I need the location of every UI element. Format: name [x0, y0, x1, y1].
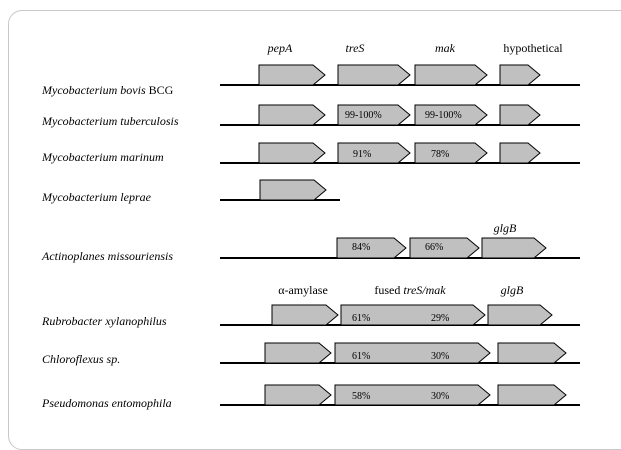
gene-arrow-mak	[414, 104, 488, 126]
gene-arrow-glgB	[487, 304, 553, 326]
identity-percent: 84%	[352, 242, 370, 253]
gene-arrow-glgB	[481, 237, 547, 259]
gene-arrow-hypothetical	[499, 64, 541, 86]
gene-arrow-pepA	[258, 104, 326, 126]
identity-percent: 30%	[431, 351, 449, 362]
gene-arrow-mak	[409, 237, 480, 259]
gene-arrow-glgB	[497, 384, 567, 406]
gene-arrow-fused-treS-mak	[334, 342, 491, 364]
gene-arrow-treS	[336, 237, 407, 259]
gene-arrow-alpha-amylase	[264, 342, 332, 364]
gene-arrow-hypothetical	[499, 104, 541, 126]
header-alpha-amylase: α-amylase	[278, 283, 328, 297]
gene-arrow-treS	[337, 142, 411, 164]
identity-percent: 78%	[431, 149, 449, 160]
organism-label: Actinoplanes missouriensis	[41, 249, 173, 263]
header-fused-treS-mak: fused treS/mak	[374, 283, 446, 297]
organism-label: Mycobacterium leprae	[41, 190, 152, 204]
identity-percent: 61%	[352, 313, 370, 324]
identity-percent: 99-100%	[345, 110, 382, 121]
gene-arrow-alpha-amylase	[264, 384, 332, 406]
organism-label: Rubrobacter xylanophilus	[41, 314, 167, 328]
organism-label: Mycobacterium tuberculosis	[41, 114, 179, 128]
gene-arrow-fused-treS-mak	[334, 384, 491, 406]
fused-genes: treS/mak	[403, 283, 446, 297]
identity-percent: 61%	[352, 351, 370, 362]
fused-prefix: fused	[374, 283, 403, 297]
identity-percent: 99-100%	[425, 110, 462, 121]
header-hypothetical: hypothetical	[503, 41, 563, 55]
gene-arrow-fused-treS-mak	[340, 304, 486, 326]
identity-percent: 66%	[425, 242, 443, 253]
header-treS: treS	[346, 41, 365, 55]
gene-cluster-diagram: pepA treS mak hypothetical glgB α-amylas…	[41, 41, 580, 410]
identity-percent: 30%	[431, 391, 449, 402]
gene-arrow-pepA	[258, 64, 326, 86]
header-mak: mak	[435, 41, 456, 55]
gene-arrow-mak	[414, 64, 488, 86]
identity-percent: 58%	[352, 391, 370, 402]
gene-arrow-alpha-amylase	[271, 304, 339, 326]
gene-arrow-hypothetical	[499, 142, 541, 164]
organism-label: Pseudomonas entomophila	[41, 396, 172, 410]
identity-percent: 91%	[353, 149, 371, 160]
gene-arrow-glgB	[497, 342, 567, 364]
gene-arrow-treS	[337, 64, 411, 86]
gene-arrow-mak	[414, 142, 488, 164]
identity-percent: 29%	[431, 313, 449, 324]
organism-label: Chloroflexus sp.	[42, 352, 120, 366]
organism-label: Mycobacterium marinum	[41, 150, 164, 164]
organism-name: Mycobacterium bovis	[41, 83, 146, 97]
gene-arrow-treS	[337, 104, 411, 126]
header-glgB-rubrobacter: glgB	[501, 283, 524, 297]
header-pepA: pepA	[267, 41, 293, 55]
gene-arrows	[258, 64, 567, 406]
gene-arrow-pepA	[258, 142, 326, 164]
header-glgB-actinoplanes: glgB	[494, 221, 517, 235]
organism-label: Mycobacterium bovis BCG	[41, 83, 174, 97]
gene-arrow-pepA	[259, 179, 327, 201]
organism-suffix: BCG	[146, 83, 174, 97]
